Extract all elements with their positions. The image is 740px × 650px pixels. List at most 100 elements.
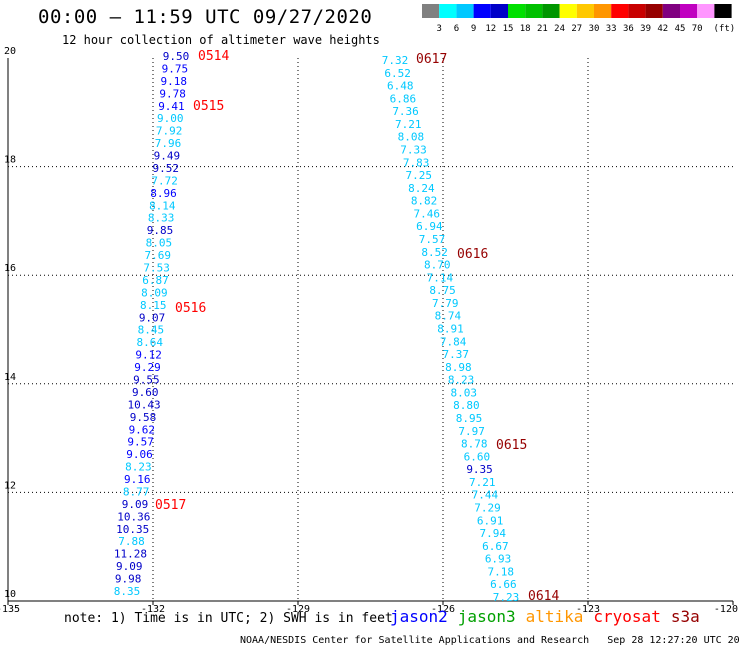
satellite-legend: jason2 jason3 altika cryosat s3a: [390, 607, 710, 626]
wave-height-label: 9.55: [133, 373, 160, 386]
satellite-name: jason2: [390, 607, 448, 626]
wave-height-label: 7.14: [427, 271, 454, 284]
wave-height-label: 9.29: [134, 361, 161, 374]
wave-height-label: 7.84: [440, 335, 467, 348]
wave-height-label: 9.12: [135, 349, 162, 362]
legend-swatch: [456, 4, 474, 18]
wave-height-label: 7.36: [392, 105, 419, 118]
pass-time-label: 0614: [528, 589, 559, 604]
wave-height-label: 6.60: [464, 450, 491, 463]
wave-height-label: 8.23: [448, 374, 475, 387]
wave-height-label: 7.92: [156, 125, 183, 138]
wave-height-label: 8.09: [141, 286, 168, 299]
wave-height-label: 9.78: [159, 87, 186, 100]
legend-swatch: [576, 4, 594, 18]
legend-tick-label: 18: [520, 24, 531, 34]
wave-height-label: 6.67: [482, 540, 509, 553]
wave-height-label: 9.57: [127, 436, 154, 449]
wave-height-label: 7.53: [143, 262, 170, 275]
pass-time-label: 0516: [175, 301, 206, 316]
legend-swatch: [490, 4, 508, 18]
pass-time-label: 0517: [155, 498, 186, 513]
legend-swatch: [422, 4, 440, 18]
wave-height-label: 7.94: [480, 527, 507, 540]
wave-height-label: 8.80: [453, 399, 480, 412]
wave-height-label: 6.87: [142, 274, 169, 287]
wave-height-label: 7.21: [395, 118, 422, 131]
wave-height-label: 9.06: [126, 448, 153, 461]
wave-height-label: 9.98: [115, 573, 142, 586]
wave-height-label: 8.91: [437, 323, 464, 336]
pass-time-label: 0615: [496, 438, 527, 453]
legend-tick-label: 12: [485, 24, 496, 34]
color-legend: 3 6 9 12 15 18 21 24 27 30 33 36 39 42 45 70 (ft): [422, 4, 736, 34]
pass-time-label: 0617: [416, 52, 447, 67]
wave-height-label: 8.77: [123, 485, 150, 498]
wave-height-label: 8.75: [429, 284, 456, 297]
units-note: note: 1) Time is in UTC; 2) SWH is in fe…: [64, 611, 393, 626]
wave-height-label: 8.15: [140, 299, 167, 312]
legend-tick-label: 9: [471, 24, 476, 34]
wave-height-label: 6.48: [387, 80, 414, 93]
legend-swatch: [680, 4, 698, 18]
wave-height-label: 8.35: [114, 585, 141, 598]
wave-height-label: 7.57: [419, 233, 446, 246]
legend-tick-label: 24: [554, 24, 565, 34]
y-tick-label: 18: [4, 155, 16, 166]
legend-swatch: [439, 4, 457, 18]
legend-swatch: [473, 4, 491, 18]
wave-height-label: 10.35: [116, 523, 149, 536]
wave-height-label: 9.09: [116, 560, 143, 573]
wave-height-label: 11.28: [114, 548, 147, 561]
legend-tick-label: 6: [454, 24, 459, 34]
wave-height-label: 9.00: [157, 112, 184, 125]
legend-tick-label: 39: [640, 24, 651, 34]
legend-tick-label: 42: [657, 24, 668, 34]
wave-height-label: 9.62: [129, 423, 156, 436]
wave-height-label: 8.33: [148, 212, 175, 225]
legend-tick-label: 27: [571, 24, 582, 34]
wave-height-label: 7.88: [118, 535, 145, 548]
pass-time-label: 0515: [193, 99, 224, 114]
chart-title: 00:00 – 11:59 UTC 09/27/2020: [38, 6, 373, 28]
legend-swatch: [628, 4, 646, 18]
y-tick-label: 16: [4, 263, 16, 274]
legend-tick-label: 36: [623, 24, 634, 34]
wave-height-label: 9.09: [122, 498, 149, 511]
wave-height-label: 8.45: [138, 324, 165, 337]
wave-height-label: 7.33: [400, 144, 427, 157]
satellite-name: jason3: [457, 607, 516, 626]
wave-height-label: 8.14: [149, 199, 176, 212]
legend-swatch: [697, 4, 715, 18]
satellite-name: cryosat: [593, 607, 661, 626]
wave-height-label: 8.24: [408, 182, 435, 195]
legend-swatch: [525, 4, 543, 18]
wave-height-label: 7.83: [403, 156, 430, 169]
legend-swatch: [714, 4, 732, 18]
wave-height-label: 7.96: [155, 137, 182, 150]
satellite-name: s3a: [670, 607, 700, 626]
legend-tick-label: 45: [675, 24, 686, 34]
pass-time-label: 0616: [457, 247, 488, 262]
legend-tick-label: 30: [589, 24, 600, 34]
x-tick-label: -123: [576, 604, 600, 615]
wave-height-label: 8.96: [150, 187, 177, 200]
legend-unit: (ft): [714, 24, 736, 34]
wave-height-label: 8.52: [421, 246, 448, 259]
wave-height-label: 6.66: [490, 578, 517, 591]
wave-height-label: 8.74: [435, 310, 462, 323]
wave-height-label: 7.72: [151, 174, 178, 187]
wave-height-label: 7.18: [487, 565, 514, 578]
x-tick-label: -120: [714, 604, 738, 615]
legend-tick-label: 70: [692, 24, 703, 34]
wave-height-label: 9.50: [163, 50, 190, 63]
credit-line: NOAA/NESDIS Center for Satellite Applica…: [240, 635, 740, 646]
wave-height-label: 8.03: [450, 386, 477, 399]
wave-height-label: 9.18: [160, 75, 187, 88]
wave-height-label: 6.52: [384, 67, 411, 80]
wave-height-label: 7.32: [382, 54, 409, 67]
wave-height-label: 9.85: [147, 224, 174, 237]
legend-swatch: [559, 4, 577, 18]
wave-height-label: 8.70: [424, 259, 451, 272]
